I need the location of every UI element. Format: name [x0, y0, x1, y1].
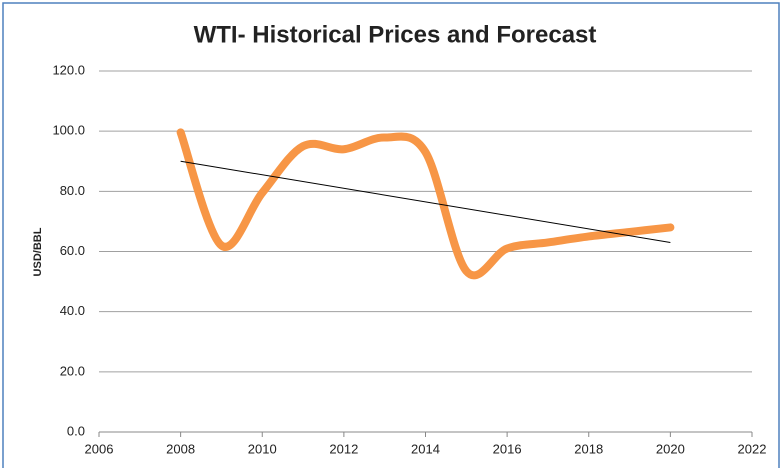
- x-tick-label: 2016: [493, 441, 522, 456]
- y-axis-label: USD/BBL: [32, 227, 44, 276]
- y-tick-label: 20.0: [60, 363, 85, 378]
- y-tick-label: 0.0: [67, 423, 85, 438]
- x-tick-label: 2022: [738, 441, 767, 456]
- x-tick-label: 2012: [329, 441, 358, 456]
- y-tick-label: 100.0: [52, 123, 85, 138]
- x-tick-label: 2010: [248, 441, 277, 456]
- y-tick-label: 120.0: [52, 62, 85, 77]
- x-tick-label: 2020: [656, 441, 685, 456]
- x-tick-label: 2014: [411, 441, 440, 456]
- x-tick-label: 2008: [166, 441, 195, 456]
- series-line: [176, 128, 675, 280]
- x-tick-label: 2006: [85, 441, 114, 456]
- trend-line: [180, 160, 671, 243]
- x-tick-label: 2018: [574, 441, 603, 456]
- y-tick-label: 80.0: [60, 183, 85, 198]
- chart-title: WTI- Historical Prices and Forecast: [194, 21, 597, 48]
- y-tick-label: 40.0: [60, 303, 85, 318]
- y-tick-label: 60.0: [60, 243, 85, 258]
